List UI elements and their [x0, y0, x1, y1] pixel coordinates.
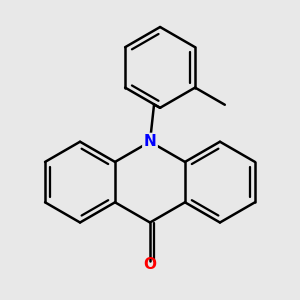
Text: N: N: [144, 134, 156, 149]
Text: O: O: [143, 256, 157, 272]
